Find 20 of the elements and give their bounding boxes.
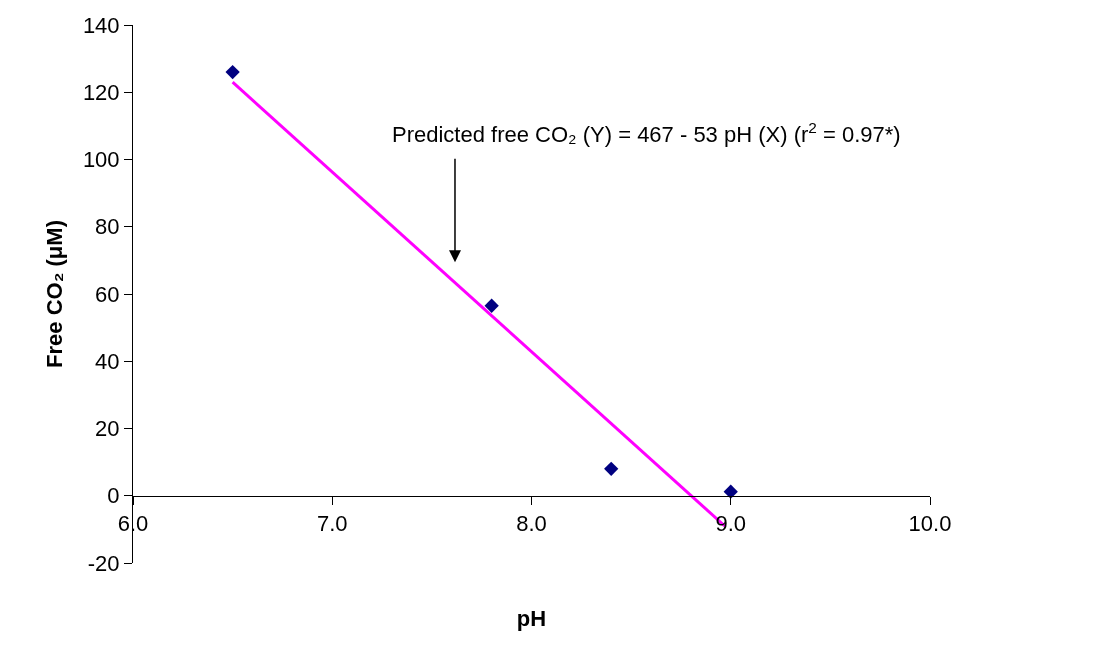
y-tick-label: -20 <box>87 550 120 576</box>
y-tick-label: 40 <box>95 348 120 374</box>
x-tick-label: 7.0 <box>316 511 348 537</box>
x-tick-label: 10.0 <box>908 511 952 537</box>
y-tick-label: 80 <box>95 214 120 240</box>
y-tick-label: 60 <box>95 281 120 307</box>
y-tick-label: 20 <box>95 416 120 442</box>
y-tick-label: 100 <box>82 147 120 173</box>
point <box>723 484 738 499</box>
y-axis-title: Free CO₂ (μM) <box>41 220 67 368</box>
annotation: Predicted free CO₂ (Y) = 467 - 53 pH (X) (r$^{2}$ = 0.97*) <box>392 119 901 148</box>
x-tick-label: 9.0 <box>715 511 747 537</box>
y-tick-label: 120 <box>82 79 120 105</box>
point <box>484 298 499 313</box>
y-tick-label: 0 <box>107 483 120 509</box>
y-tick-label: 140 <box>82 12 120 38</box>
x-tick-label: 8.0 <box>516 511 547 537</box>
point <box>604 461 619 476</box>
x-axis-title: pH <box>516 606 547 632</box>
point <box>225 64 240 80</box>
